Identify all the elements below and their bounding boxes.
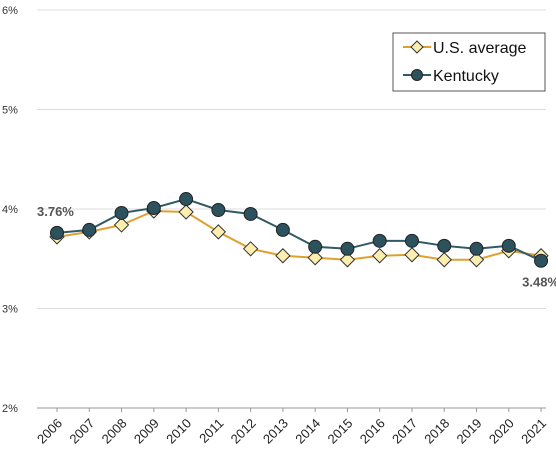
data-point	[211, 202, 226, 217]
annotation-layer: 3.76% 3.48%	[37, 204, 556, 290]
data-point	[82, 222, 97, 237]
data-point	[308, 239, 323, 254]
data-point	[437, 238, 452, 253]
data-point	[242, 241, 259, 257]
data-point	[339, 252, 356, 268]
y-tick-label: 3%	[2, 304, 18, 316]
legend-label: Kentucky	[433, 68, 499, 85]
data-point	[371, 248, 388, 264]
x-tick-label: 2014	[292, 416, 323, 447]
data-point	[146, 201, 161, 216]
series-line	[56, 209, 542, 261]
data-point	[534, 253, 549, 268]
data-point	[404, 247, 420, 263]
legend-marker	[410, 40, 424, 54]
data-point	[113, 217, 130, 233]
x-tick-label: 2018	[421, 416, 452, 447]
data-point	[372, 233, 387, 248]
x-tick-label: 2006	[34, 416, 65, 447]
data-point	[307, 250, 323, 266]
data-point	[210, 224, 227, 240]
x-tick-label: 2021	[518, 416, 549, 447]
series-line	[56, 198, 542, 262]
data-point	[501, 238, 516, 253]
series-layer	[49, 192, 549, 268]
x-axis: 2006 2007 2008 2009 2010 2011 2012 2013 2014 2015…	[34, 407, 549, 447]
data-point	[436, 252, 452, 268]
legend-label: U.S. average	[433, 40, 526, 57]
data-label: 3.76%	[37, 204, 74, 219]
x-tick-label: 2017	[389, 416, 420, 447]
data-point	[50, 225, 64, 240]
x-tick-label: 2015	[324, 416, 355, 447]
x-tick-label: 2009	[131, 416, 162, 447]
data-point	[179, 192, 194, 207]
x-tick-label: 2020	[486, 416, 517, 447]
y-tick-label: 5%	[2, 105, 18, 117]
x-tick-label: 2011	[196, 416, 226, 446]
legend: U.S. average Kentucky	[392, 32, 546, 92]
x-tick-label: 2016	[357, 416, 388, 447]
x-tick-label: 2010	[163, 416, 194, 447]
data-label: 3.48%	[522, 275, 556, 290]
x-tick-label: 2012	[228, 416, 259, 447]
data-point	[275, 248, 291, 264]
data-point	[114, 205, 129, 220]
data-point	[178, 204, 194, 220]
y-tick-label: 6%	[2, 5, 18, 17]
data-point	[404, 233, 419, 248]
x-tick-label: 2008	[99, 416, 130, 447]
x-tick-label: 2013	[260, 416, 291, 447]
data-point	[243, 206, 258, 221]
data-point	[275, 222, 290, 237]
legend-marker	[411, 69, 423, 81]
series-kentucky	[50, 192, 549, 268]
data-point	[468, 252, 485, 268]
y-axis: 2% 3% 4% 5% 6%	[2, 5, 18, 415]
y-tick-label: 2%	[2, 403, 18, 415]
x-tick-label: 2019	[454, 416, 485, 447]
data-point	[469, 241, 484, 256]
y-tick-label: 4%	[2, 204, 18, 216]
x-tick-label: 2007	[66, 416, 97, 447]
data-point	[340, 241, 355, 256]
